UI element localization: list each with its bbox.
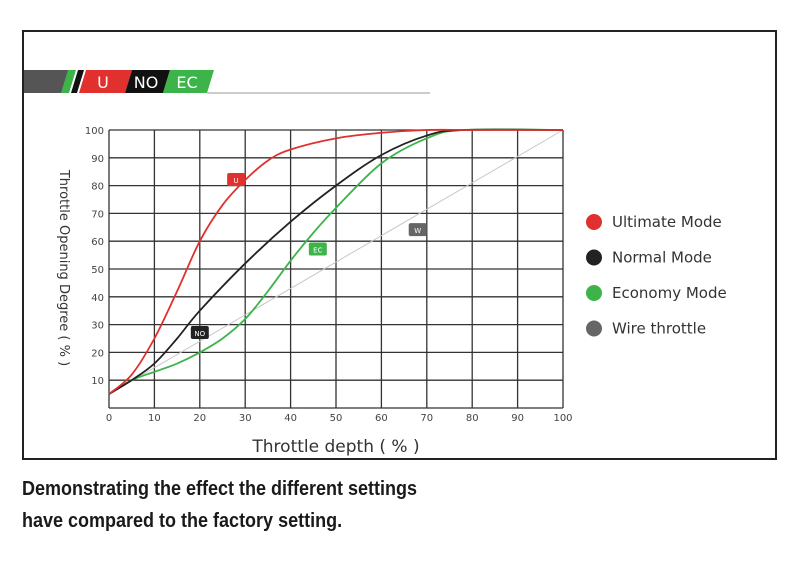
y-tick-label: 70 <box>91 209 104 220</box>
legend-marker-no <box>586 249 602 266</box>
logo-no: NO <box>134 73 159 92</box>
legend-label: Economy Mode <box>612 284 727 302</box>
series-tag-w <box>408 223 427 237</box>
y-tick-label: 30 <box>91 321 104 332</box>
y-tick-label: 10 <box>91 376 104 387</box>
logo-ec: EC <box>176 73 197 92</box>
x-tick-label: 50 <box>330 413 343 424</box>
caption-line-2: have compared to the factory setting. <box>22 510 343 532</box>
y-axis-label: Throttle Opening Degree ( % ) <box>56 169 71 366</box>
series-tag-text: EC <box>313 247 322 255</box>
series-tag-ec <box>308 242 327 256</box>
caption-line-1: Demonstrating the effect the different s… <box>22 478 418 500</box>
series-tag-no <box>190 325 209 339</box>
x-tick-label: 30 <box>239 413 252 424</box>
series-tag-text: W <box>414 227 421 235</box>
x-tick-label: 100 <box>553 413 572 424</box>
y-tick-label: 80 <box>91 182 104 193</box>
legend: Ultimate Mode Normal Mode Economy Mode Wire… <box>586 213 727 338</box>
legend-marker-u <box>586 214 602 230</box>
y-tick-label: 90 <box>91 154 104 165</box>
y-tick-label: 20 <box>91 348 104 359</box>
x-tick-label: 10 <box>148 413 161 424</box>
x-tick-label: 90 <box>511 413 524 424</box>
legend-marker-ec <box>586 285 602 301</box>
tick-labels: 0 10 20 30 40 50 60 70 80 90 100 10 20 30 40 50 60 70 80 90… <box>85 126 573 424</box>
y-tick-label: 60 <box>91 237 104 248</box>
logo-banner: U NO EC <box>24 70 430 94</box>
y-tick-label: 50 <box>91 265 104 276</box>
series-line-ec <box>108 128 564 395</box>
x-tick-label: 40 <box>284 413 297 424</box>
legend-label: Wire throttle <box>612 320 706 338</box>
legend-marker-w <box>586 320 602 337</box>
grid <box>108 129 564 409</box>
series-tags: U NO EC W <box>190 173 427 339</box>
series-line-w <box>108 129 564 395</box>
x-tick-label: 70 <box>420 413 433 424</box>
series-lines <box>108 128 564 395</box>
logo-u: U <box>97 73 109 92</box>
y-tick-label: 40 <box>91 293 104 304</box>
series-tag-text: NO <box>194 330 205 338</box>
legend-label: Normal Mode <box>612 249 712 267</box>
series-tag-u <box>227 173 246 187</box>
x-tick-label: 20 <box>193 413 206 424</box>
x-tick-label: 60 <box>375 413 388 424</box>
series-line-no <box>108 128 564 395</box>
x-tick-label: 0 <box>106 413 112 424</box>
series-tag-text: U <box>234 177 239 185</box>
series-line-u <box>108 128 563 395</box>
legend-label: Ultimate Mode <box>612 213 722 231</box>
x-tick-label: 80 <box>466 413 479 424</box>
y-tick-label: 100 <box>85 126 104 137</box>
chart-frame <box>22 30 777 460</box>
x-axis-label: Throttle depth ( % ) <box>251 437 419 457</box>
